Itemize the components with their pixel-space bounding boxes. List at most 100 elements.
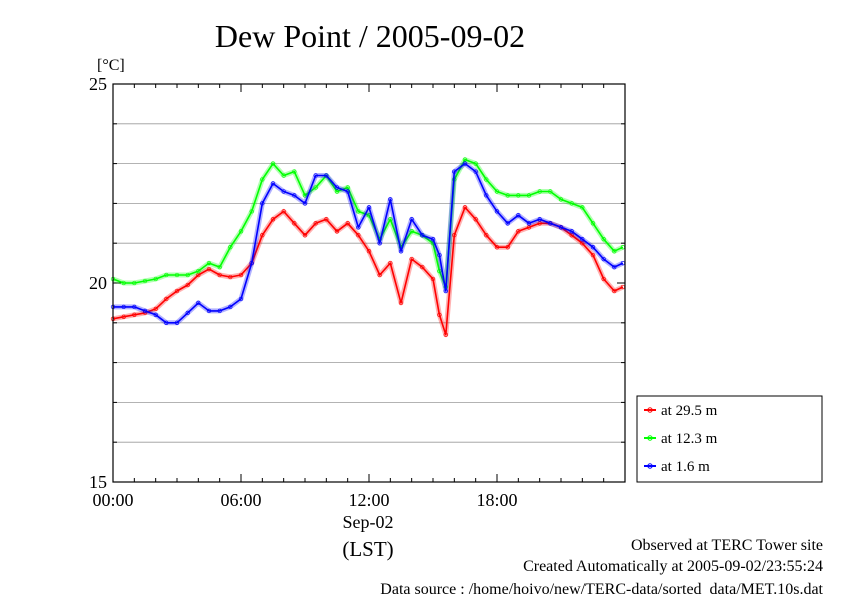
data-point [345,185,350,190]
legend-label: at 29.5 m [661,403,718,419]
x-tick-label: 12:00 [348,490,389,510]
data-point [356,225,361,230]
data-point [494,189,500,194]
data-point [452,233,457,238]
data-point [249,209,254,214]
data-point [132,312,137,317]
data-point [206,266,212,272]
data-point [217,264,222,270]
legend-marker [647,463,653,469]
data-point [356,209,361,214]
data-point [217,272,222,278]
series-3 [110,161,626,326]
legend-marker [647,407,653,413]
data-point [537,217,542,222]
data-point [398,249,404,254]
data-point [548,221,553,226]
legend-box [636,395,823,483]
data-point [281,173,286,178]
data-point [313,173,318,178]
data-point [238,229,244,234]
data-point [590,245,596,250]
data-point [260,177,265,182]
data-point [153,276,158,282]
data-point [153,312,158,317]
data-point [484,233,489,238]
data-point [473,161,478,166]
data-point [601,237,606,242]
data-point [590,252,596,258]
data-point [185,272,190,278]
data-point [174,320,180,325]
legend-label: at 12.3 m [661,431,718,447]
data-point [601,256,606,262]
data-point [281,209,286,214]
data-point [345,189,350,194]
data-point [443,332,448,337]
data-point [334,229,340,234]
data-point [437,252,442,258]
data-point [590,221,596,226]
x-axis-date-label: Sep-02 [343,512,394,532]
data-point [142,308,148,314]
data-point [443,288,448,294]
data-point [260,233,265,238]
data-point [174,288,180,294]
x-tick-label: 06:00 [220,490,261,510]
data-point [537,221,542,226]
data-point [334,189,340,194]
data-point [580,237,585,242]
data-point [292,193,297,198]
data-point [132,280,137,286]
data-point [142,278,148,284]
data-point [281,189,286,194]
data-point [473,169,478,174]
grid-lines [113,123,625,443]
data-point [452,169,457,174]
footer-created: Created Automatically at 2005-09-02/23:5… [523,558,823,575]
data-point [516,229,521,234]
y-axis-ticks: 15 20 25 [89,74,625,492]
y-tick-label: 20 [89,273,107,293]
data-point [121,280,126,286]
data-point [537,189,542,194]
data-point [217,308,222,314]
data-point [462,157,468,162]
data-point [196,268,201,274]
data-point [612,288,617,294]
data-point [430,237,436,242]
data-point [462,161,468,166]
plot-frame [112,83,626,483]
data-point [302,201,308,206]
data-point [558,197,564,202]
data-point [132,304,137,310]
data-point [334,185,340,190]
data-point [292,169,297,174]
footer-observed: Observed at TERC Tower site [631,537,823,554]
data-point [437,268,442,274]
data-point [366,205,372,210]
series-1 [110,204,626,338]
series-band [112,204,624,338]
data-point [238,296,244,302]
y-tick-label: 25 [89,74,107,94]
x-axis-ticks: 00:00 06:00 12:00 18:00 [92,84,605,510]
data-point [409,256,414,262]
data-point [121,304,126,310]
data-point [121,314,126,319]
data-point [196,300,201,306]
data-point [526,221,532,226]
data-point [302,233,308,238]
data-point [366,249,372,254]
data-point [580,241,585,246]
data-point [174,272,180,278]
data-point [484,193,489,198]
data-point [580,205,585,210]
data-point [313,221,318,226]
data-point [324,173,329,178]
data-point [409,217,414,222]
data-point [398,300,404,306]
data-point [420,264,425,270]
data-point [206,308,212,314]
data-point [228,274,233,280]
